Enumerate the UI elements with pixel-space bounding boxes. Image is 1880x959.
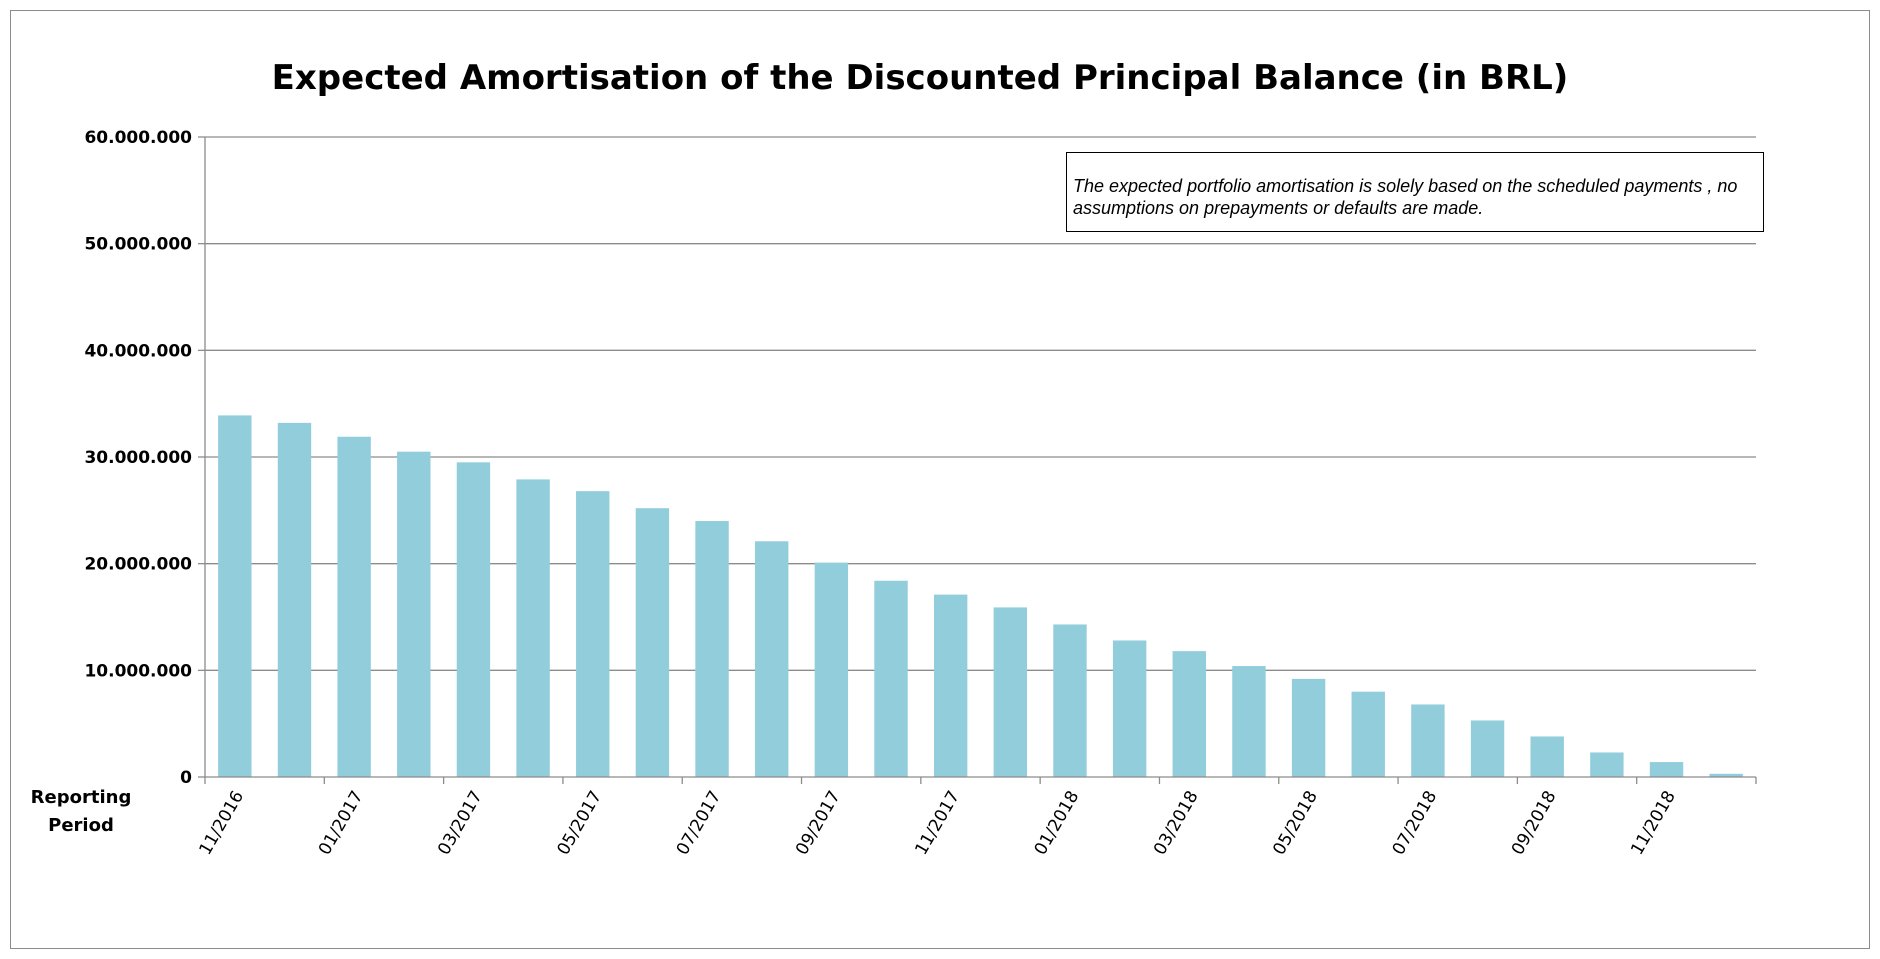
x-tick-label: 05/2017	[553, 788, 606, 859]
bar	[1709, 773, 1743, 777]
bar	[635, 508, 670, 777]
chart-annotation: The expected portfolio amortisation is s…	[1066, 152, 1764, 232]
x-axis-label-line1: Reporting	[31, 787, 132, 808]
bar	[814, 562, 849, 777]
bars	[218, 415, 1743, 777]
bar	[1112, 640, 1147, 777]
bar	[218, 415, 252, 777]
x-tick-label: 05/2018	[1269, 788, 1322, 859]
bar	[1053, 624, 1087, 777]
x-axis-label: Reporting Period	[31, 787, 132, 836]
bar	[695, 521, 729, 777]
chart-svg: Expected Amortisation of the Discounted …	[31, 58, 1757, 859]
bar	[1172, 651, 1206, 777]
y-tick-label: 40.000.000	[84, 341, 192, 361]
bar	[993, 607, 1028, 777]
bar	[1530, 736, 1564, 777]
bar	[1291, 678, 1326, 777]
chart-title: Expected Amortisation of the Discounted …	[272, 58, 1569, 98]
y-tick-label: 30.000.000	[84, 448, 192, 468]
x-tick-labels: 11/2016 01/2017 03/2017 05/2017 07/2017 09/20…	[196, 788, 1680, 859]
bar	[1470, 720, 1505, 777]
y-tick-labels: 0 10.000.000 20.000.000 30.000.000 40.000.00…	[84, 128, 192, 788]
bar	[397, 451, 431, 777]
bar	[1590, 752, 1624, 777]
bar	[456, 462, 491, 777]
bar	[1411, 704, 1445, 777]
x-tick-label: 07/2017	[673, 788, 726, 859]
bar	[1351, 691, 1385, 777]
axes	[198, 136, 1757, 784]
bar	[1232, 666, 1266, 777]
y-tick-label: 10.000.000	[84, 661, 192, 681]
bar	[576, 491, 610, 777]
x-tick-label: 11/2018	[1627, 788, 1680, 859]
x-tick-label: 07/2018	[1389, 788, 1442, 859]
y-tick-label: 20.000.000	[84, 555, 192, 575]
bar	[337, 436, 371, 777]
x-axis-label-line2: Period	[48, 815, 114, 836]
bar	[516, 479, 550, 777]
x-tick-label: 11/2017	[911, 788, 964, 859]
bar	[755, 541, 789, 777]
x-tick-label: 01/2018	[1031, 788, 1084, 859]
y-tick-label: 50.000.000	[84, 235, 192, 255]
bar	[874, 580, 908, 777]
x-tick-label: 03/2017	[434, 788, 487, 859]
x-tick-label: 01/2017	[315, 788, 368, 859]
y-tick-label: 0	[180, 768, 192, 788]
chart-frame: Expected Amortisation of the Discounted …	[10, 10, 1870, 949]
x-tick-label: 09/2017	[792, 788, 845, 859]
bar	[277, 422, 312, 777]
x-tick-label: 09/2018	[1508, 788, 1561, 859]
bar	[1649, 762, 1684, 777]
x-tick-label: 11/2016	[196, 788, 249, 859]
y-tick-label: 60.000.000	[84, 128, 192, 148]
bar	[933, 594, 968, 777]
x-tick-label: 03/2018	[1150, 788, 1203, 859]
